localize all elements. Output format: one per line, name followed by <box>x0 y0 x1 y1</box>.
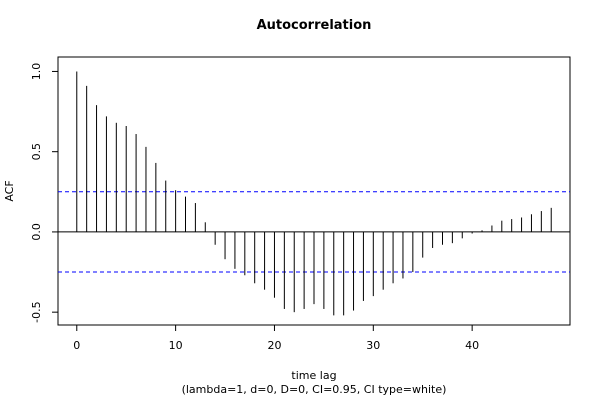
x-tick-label: 20 <box>267 339 281 352</box>
plot-frame <box>57 56 571 326</box>
x-axis-label: time lag <box>291 369 336 382</box>
acf-bars <box>76 71 552 316</box>
y-axis-label: ACF <box>3 180 16 201</box>
x-axis: 0 10 20 30 40 <box>73 325 479 352</box>
chart-title: Autocorrelation <box>257 18 372 33</box>
y-tick-label: -0.5 <box>30 301 43 322</box>
x-tick-label: 0 <box>73 339 80 352</box>
y-axis: -0.5 0.0 0.5 1.0 <box>30 63 58 323</box>
y-tick-label: 0.0 <box>30 223 43 241</box>
y-tick-label: 1.0 <box>30 63 43 81</box>
x-tick-label: 30 <box>366 339 380 352</box>
chart-subtitle: (lambda=1, d=0, D=0, CI=0.95, CI type=wh… <box>182 383 447 396</box>
y-tick-label: 0.5 <box>30 143 43 161</box>
x-tick-label: 10 <box>169 339 183 352</box>
x-tick-label: 40 <box>465 339 479 352</box>
